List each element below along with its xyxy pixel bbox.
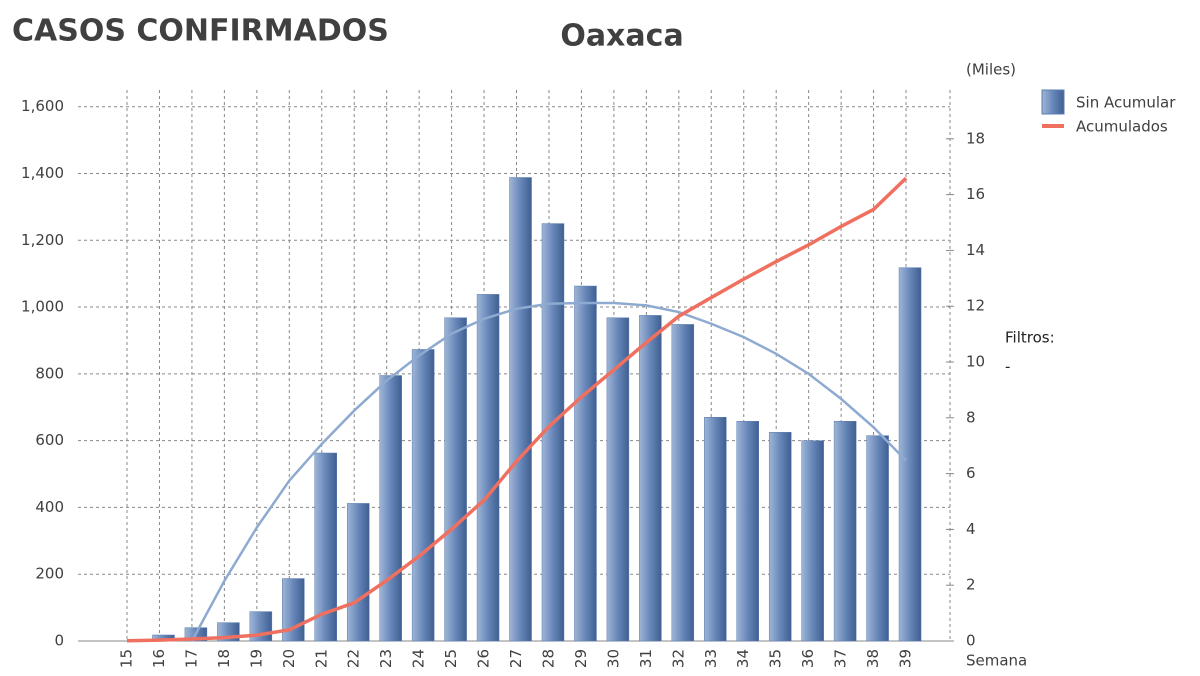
- bar: [671, 324, 695, 642]
- x-tick-label: 23: [377, 649, 395, 668]
- y-tick-label: 600: [35, 431, 64, 449]
- legend-label: Acumulados: [1076, 118, 1168, 136]
- y-tick-label: 0: [54, 632, 64, 650]
- x-tick-label: 36: [799, 649, 817, 668]
- y-tick-label: 1,200: [21, 231, 64, 249]
- bar: [411, 349, 435, 642]
- y2-tick-label: 4: [966, 520, 976, 538]
- filters-value: -: [1005, 358, 1010, 376]
- bar: [866, 435, 889, 642]
- line: [126, 176, 908, 643]
- x-tick-label: 31: [637, 649, 655, 668]
- bar: [476, 294, 500, 642]
- y2-tick-label: 0: [966, 632, 976, 650]
- x-tick-label: 35: [767, 649, 785, 668]
- bar: [704, 417, 727, 642]
- x-tick-label: 18: [215, 649, 233, 668]
- bar: [314, 452, 338, 642]
- x-tick-label: 20: [280, 649, 298, 668]
- bar: [639, 315, 662, 642]
- legend-swatch: [1041, 89, 1065, 115]
- y-tick-label: 1,600: [21, 97, 64, 115]
- x-tick-label: 29: [572, 649, 590, 668]
- x-tick-label: 38: [864, 649, 882, 668]
- x-tick-label: 26: [475, 649, 493, 668]
- x-tick-label: 32: [669, 649, 687, 668]
- y-tick-label: 1,400: [21, 164, 64, 182]
- y2-tick-label: 6: [966, 464, 976, 482]
- x-tick-label: 28: [539, 649, 557, 668]
- x-tick-label: 25: [442, 649, 460, 668]
- x-tick-label: 24: [410, 649, 428, 668]
- y2-tick-label: 10: [966, 353, 985, 371]
- x-tick-label: 16: [150, 649, 168, 668]
- bar: [768, 432, 792, 642]
- bar: [574, 285, 597, 642]
- x-tick-label: 30: [604, 649, 622, 668]
- legend-label: Sin Acumular: [1076, 94, 1176, 112]
- y-tick-label: 400: [35, 498, 64, 516]
- x-tick-label: 15: [118, 649, 136, 668]
- bar: [898, 267, 922, 642]
- bar: [833, 421, 857, 642]
- x-tick-label: 39: [897, 649, 915, 668]
- x-tick-label: 22: [345, 649, 363, 668]
- chart-title: Oaxaca: [560, 19, 683, 54]
- x-tick-label: 19: [247, 649, 265, 668]
- x-tick-label: 21: [312, 649, 330, 668]
- filters-label: Filtros:: [1005, 329, 1055, 347]
- trend-line: [190, 301, 907, 642]
- y2-axis-label: (Miles): [966, 61, 1016, 79]
- bar: [379, 375, 402, 642]
- y-tick-label: 800: [35, 364, 64, 382]
- y2-tick-label: 16: [966, 185, 985, 203]
- x-tick-label: 34: [734, 649, 752, 668]
- y2-tick-label: 18: [966, 129, 985, 147]
- y2-tick-label: 2: [966, 576, 976, 594]
- x-tick-label: 33: [702, 649, 720, 668]
- x-tick-label: 37: [832, 649, 850, 668]
- x-tick-label: 27: [507, 649, 525, 668]
- bar: [509, 177, 532, 642]
- y-tick-label: 1,000: [21, 298, 64, 316]
- y-tick-label: 200: [35, 565, 64, 583]
- bar: [801, 440, 824, 642]
- y2-tick-label: 12: [966, 297, 985, 315]
- x-tick-label: 17: [182, 649, 200, 668]
- x-axis-label: Semana: [966, 652, 1027, 670]
- y2-tick-label: 14: [966, 241, 985, 259]
- bar: [444, 317, 467, 642]
- bar: [346, 503, 370, 642]
- bar: [736, 421, 759, 642]
- y2-tick-label: 8: [966, 408, 976, 426]
- heading: CASOS CONFIRMADOS: [12, 14, 389, 49]
- bar: [606, 317, 630, 642]
